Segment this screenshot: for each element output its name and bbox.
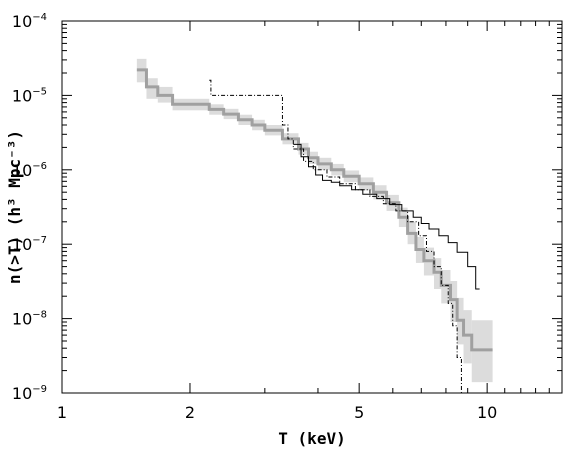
y-tick-exponent: −8 [32, 310, 47, 321]
y-tick-base: 10 [12, 235, 32, 254]
y-tick-exponent: −9 [32, 384, 47, 395]
x-axis-label: T (keV) [278, 429, 345, 448]
series-1-line [136, 68, 493, 352]
y-axis-label: n(>T) (h³ Mpc⁻³) [5, 130, 24, 284]
y-tick-label: 10−9 [12, 384, 47, 403]
y-tick-exponent: −5 [32, 86, 47, 97]
x-tick-label: 2 [185, 403, 195, 422]
y-tick-label: 10−8 [12, 310, 47, 329]
y-tick-label: 10−7 [12, 235, 47, 254]
x-tick-label: 5 [354, 403, 364, 422]
x-tick-label: 1 [57, 403, 67, 422]
y-tick-base: 10 [12, 86, 32, 105]
band-segment [146, 78, 158, 99]
confidence-bands [136, 58, 493, 383]
y-tick-label: 10−5 [12, 86, 47, 105]
y-tick-exponent: −7 [32, 235, 47, 246]
y-tick-base: 10 [12, 161, 32, 180]
series-3-line [209, 79, 464, 394]
plot-frame [61, 20, 563, 394]
y-tick-exponent: −6 [32, 161, 47, 172]
y-tick-label: 10−6 [12, 161, 47, 180]
band-segment [463, 310, 472, 364]
y-tick-base: 10 [12, 12, 32, 31]
y-tick-base: 10 [12, 310, 32, 329]
band-segment [450, 281, 458, 323]
y-tick-base: 10 [12, 384, 32, 403]
axis-ticks [61, 20, 563, 394]
y-tick-label: 10−4 [12, 12, 47, 31]
y-tick-exponent: −4 [32, 12, 47, 23]
x-tick-label: 10 [477, 403, 497, 422]
series-2-line [293, 143, 480, 290]
series-lines [136, 68, 493, 394]
